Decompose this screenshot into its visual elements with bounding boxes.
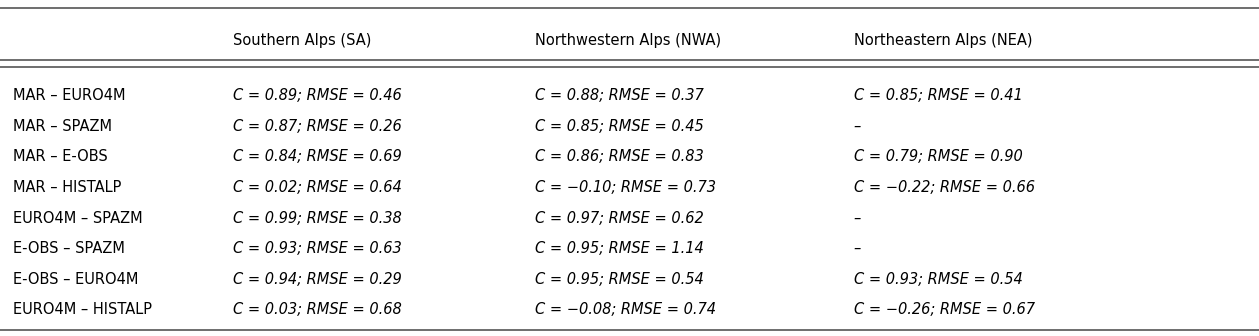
Text: C = 0.87; RMSE = 0.26: C = 0.87; RMSE = 0.26 <box>233 119 402 134</box>
Text: MAR – HISTALP: MAR – HISTALP <box>13 180 121 195</box>
Text: C = −0.26; RMSE = 0.67: C = −0.26; RMSE = 0.67 <box>854 302 1035 317</box>
Text: EURO4M – HISTALP: EURO4M – HISTALP <box>13 302 151 317</box>
Text: C = 0.86; RMSE = 0.83: C = 0.86; RMSE = 0.83 <box>535 150 704 164</box>
Text: –: – <box>854 119 861 134</box>
Text: C = 0.85; RMSE = 0.45: C = 0.85; RMSE = 0.45 <box>535 119 704 134</box>
Text: Southern Alps (SA): Southern Alps (SA) <box>233 33 371 48</box>
Text: C = 0.85; RMSE = 0.41: C = 0.85; RMSE = 0.41 <box>854 88 1022 103</box>
Text: Northeastern Alps (NEA): Northeastern Alps (NEA) <box>854 33 1032 48</box>
Text: MAR – SPAZM: MAR – SPAZM <box>13 119 112 134</box>
Text: C = 0.94; RMSE = 0.29: C = 0.94; RMSE = 0.29 <box>233 272 402 287</box>
Text: C = 0.02; RMSE = 0.64: C = 0.02; RMSE = 0.64 <box>233 180 402 195</box>
Text: C = 0.95; RMSE = 1.14: C = 0.95; RMSE = 1.14 <box>535 241 704 256</box>
Text: E-OBS – SPAZM: E-OBS – SPAZM <box>13 241 125 256</box>
Text: C = 0.89; RMSE = 0.46: C = 0.89; RMSE = 0.46 <box>233 88 402 103</box>
Text: E-OBS – EURO4M: E-OBS – EURO4M <box>13 272 138 287</box>
Text: –: – <box>854 241 861 256</box>
Text: MAR – E-OBS: MAR – E-OBS <box>13 150 107 164</box>
Text: Northwestern Alps (NWA): Northwestern Alps (NWA) <box>535 33 721 48</box>
Text: C = 0.88; RMSE = 0.37: C = 0.88; RMSE = 0.37 <box>535 88 704 103</box>
Text: C = 0.93; RMSE = 0.54: C = 0.93; RMSE = 0.54 <box>854 272 1022 287</box>
Text: C = −0.10; RMSE = 0.73: C = −0.10; RMSE = 0.73 <box>535 180 716 195</box>
Text: –: – <box>854 211 861 225</box>
Text: C = 0.97; RMSE = 0.62: C = 0.97; RMSE = 0.62 <box>535 211 704 225</box>
Text: C = 0.95; RMSE = 0.54: C = 0.95; RMSE = 0.54 <box>535 272 704 287</box>
Text: C = 0.99; RMSE = 0.38: C = 0.99; RMSE = 0.38 <box>233 211 402 225</box>
Text: C = 0.79; RMSE = 0.90: C = 0.79; RMSE = 0.90 <box>854 150 1022 164</box>
Text: C = −0.08; RMSE = 0.74: C = −0.08; RMSE = 0.74 <box>535 302 716 317</box>
Text: MAR – EURO4M: MAR – EURO4M <box>13 88 125 103</box>
Text: C = 0.93; RMSE = 0.63: C = 0.93; RMSE = 0.63 <box>233 241 402 256</box>
Text: EURO4M – SPAZM: EURO4M – SPAZM <box>13 211 142 225</box>
Text: C = 0.84; RMSE = 0.69: C = 0.84; RMSE = 0.69 <box>233 150 402 164</box>
Text: C = −0.22; RMSE = 0.66: C = −0.22; RMSE = 0.66 <box>854 180 1035 195</box>
Text: C = 0.03; RMSE = 0.68: C = 0.03; RMSE = 0.68 <box>233 302 402 317</box>
